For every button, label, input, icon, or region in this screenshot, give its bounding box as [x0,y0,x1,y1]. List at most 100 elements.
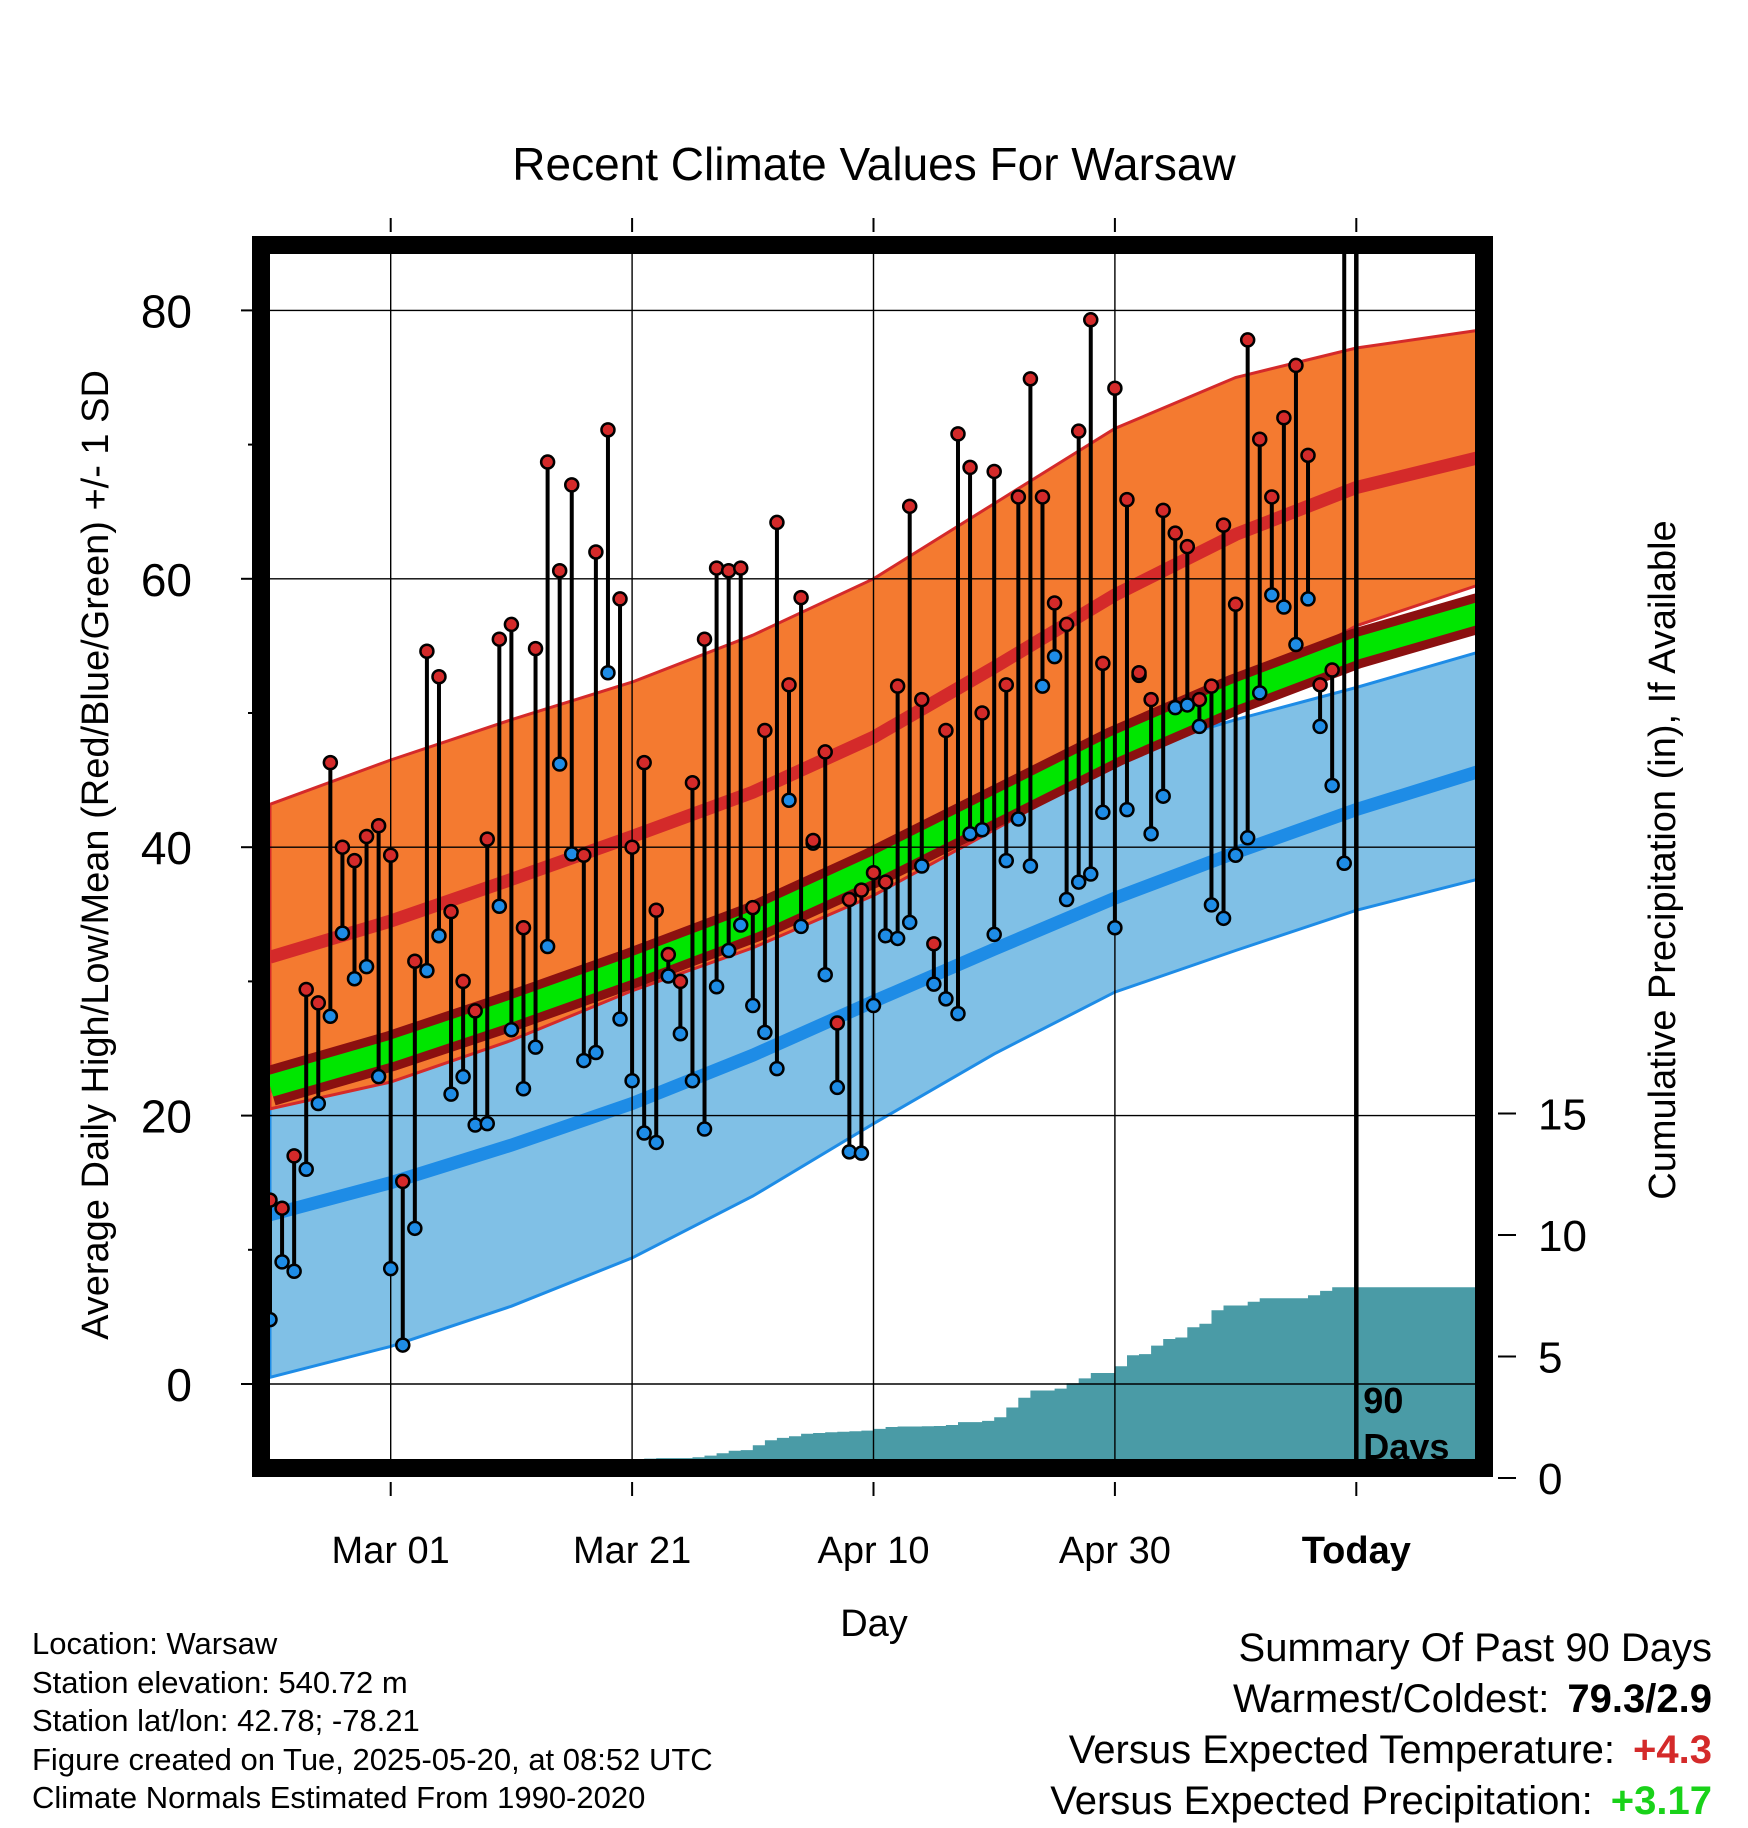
daily-high-point [539,454,556,470]
daily-high-point [696,631,713,647]
daily-high-point [515,919,532,936]
daily-high-point [1276,410,1292,426]
daily-high-point [805,832,821,849]
high-normal-line [268,449,1484,964]
daily-high-point [1338,0,1351,7]
daily-high-point [1022,371,1039,387]
daily-high-point [310,995,327,1011]
x-tick-label: Apr 10 [818,1530,930,1572]
daily-low-point [612,1011,628,1027]
daily-high-point [1046,595,1063,611]
daily-low-point [745,997,761,1014]
daily-low-point [817,966,833,983]
y2-tick-label: 5 [1538,1334,1562,1383]
daily-low-point [298,1161,314,1178]
daily-high-point [1300,447,1316,464]
daily-high-point [745,899,761,916]
daily-high-point [1107,380,1123,396]
daily-high-point [781,677,797,693]
daily-low-point [914,858,930,874]
daily-high-point [370,817,387,834]
daily-high-point [684,775,701,791]
daily-low-point [1155,788,1171,804]
daily-low-point [829,1079,846,1096]
daily-high-point [793,589,809,606]
daily-low-point [926,976,942,992]
daily-low-point [793,918,809,935]
x-tick-label: Mar 01 [332,1530,450,1572]
daily-low-point [1034,678,1051,694]
daily-low-point [443,1086,459,1102]
daily-high-point [1179,538,1196,555]
precipitation-fill [559,1287,1484,1468]
daily-high-point [1288,357,1304,374]
daily-low-point [286,1263,302,1280]
warmest-coldest-value: 79.3/2.9 [1567,1677,1712,1721]
x-tick-label: Mar 21 [573,1530,691,1572]
daily-low-point [865,997,882,1014]
daily-high-point [455,973,471,990]
axes: 0 20 40 60 80 Mar 01 Mar 21 Apr 10 Apr 30 Today 0 5… [141,218,1587,1572]
daily-high-point [551,562,568,579]
daily-high-point [479,831,496,847]
daily-high-point [950,426,966,442]
summary-warmest-row: Warmest/Coldest: 79.3/2.9 [1050,1674,1712,1725]
daily-low-point [720,942,737,959]
daily-low-point [938,991,954,1007]
daily-high-point [938,722,954,739]
daily-high-point [865,864,882,881]
daily-low-point [708,979,725,995]
station-info: Location: Warsaw Station elevation: 540.… [32,1625,713,1818]
daily-low-point [527,1039,544,1055]
daily-high-point [1251,431,1268,447]
daily-low-point [1276,599,1292,615]
daily-low-point [1336,855,1352,872]
y2-tick-label: 15 [1538,1091,1587,1140]
daily-high-point [998,677,1015,693]
daily-low-point [382,1260,399,1277]
daily-low-point [588,1044,604,1061]
y2-tick-label: 10 [1538,1212,1587,1261]
station-latlon: Station lat/lon: 42.78; -78.21 [32,1703,420,1738]
daily-high-point [1095,655,1111,672]
y-axis-label: Average Daily High/Low/Mean (Red/Blue/Gr… [75,370,117,1340]
daily-low-point [1324,777,1340,794]
daily-low-point [636,1125,652,1141]
daily-low-point [889,930,906,947]
daily-low-point [1251,685,1268,701]
expected-temp-label: Versus Expected Temperature: [1068,1728,1616,1772]
y2-tick-label: 0 [1538,1455,1562,1504]
daily-high-point [829,1015,846,1031]
daily-high-point [1167,525,1183,541]
daily-low-point [757,1024,773,1041]
daily-low-point [974,822,990,838]
daily-high-point [624,839,640,855]
daily-low-point [1215,910,1232,927]
daily-high-point [672,973,689,990]
normal-bands [264,327,1484,1380]
daily-low-point [491,898,508,914]
daily-high-point [346,852,363,869]
y-tick-label: 20 [141,1091,192,1143]
station-location: Location: Warsaw [32,1626,278,1661]
daily-high-point [491,631,508,647]
daily-low-point [986,926,1002,943]
daily-high-point [431,669,447,685]
daily-low-point [576,1052,592,1069]
y-tick-label: 60 [141,554,192,606]
y-tick-label: 40 [141,822,192,874]
figure-created: Figure created on Tue, 2025-05-20, at 08… [32,1741,713,1777]
daily-high-point [407,953,423,970]
daily-high-point [286,1148,302,1164]
y2-axis-label: Cumulative Precipitation (in), If Availa… [1642,520,1684,1199]
daily-high-point [1215,517,1232,533]
daily-high-point [1010,489,1027,505]
daily-low-point [1239,830,1256,846]
daily-low-point [1107,919,1123,936]
daily-high-point [1203,678,1220,694]
daily-low-point [1119,801,1135,818]
daily-high-point [358,828,375,845]
daily-low-point [479,1115,496,1132]
daily-high-point [1312,677,1328,693]
daily-low-point [853,1145,870,1161]
